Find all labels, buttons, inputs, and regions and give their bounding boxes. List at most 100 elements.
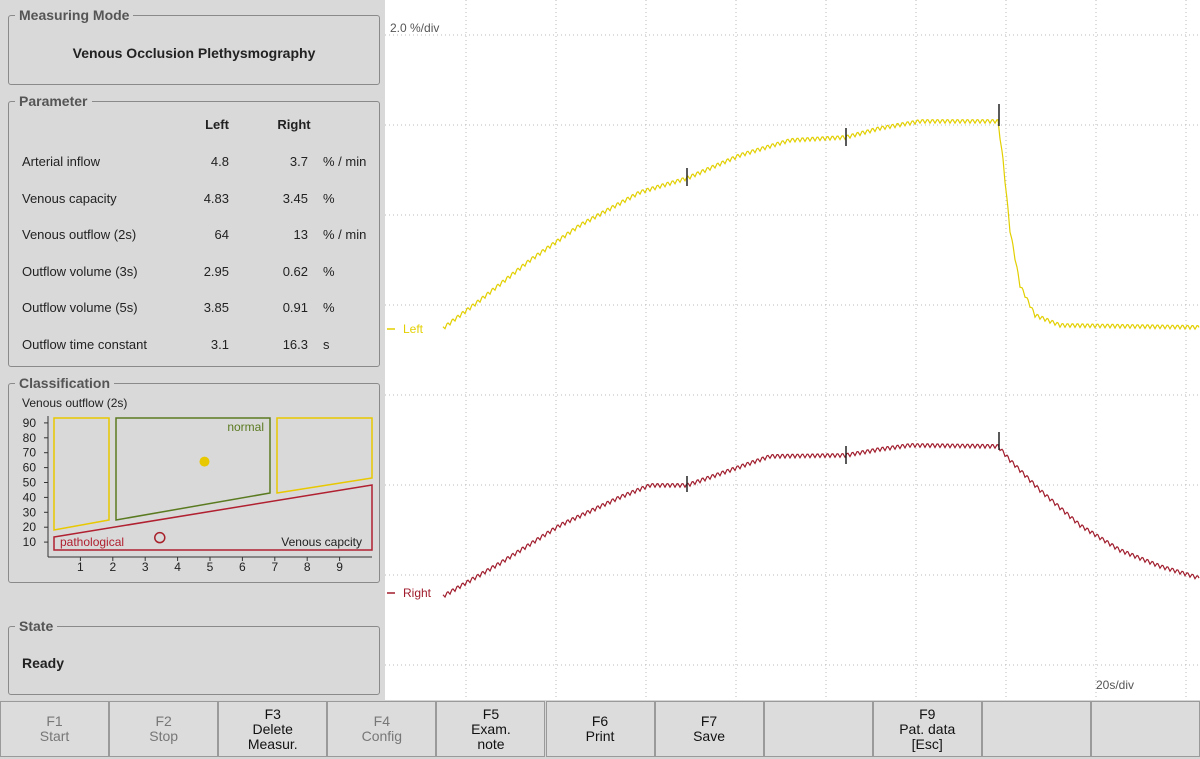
unit: % / min: [323, 154, 367, 169]
function-key[interactable]: F9 Pat. data [Esc]: [872, 701, 982, 757]
x-tick-label: 3: [142, 560, 149, 574]
unit: %: [323, 300, 335, 316]
function-key: [981, 701, 1091, 757]
right-value: 13: [293, 227, 308, 243]
left-value: 2.95: [203, 263, 229, 279]
key-label: Measur.: [247, 735, 298, 752]
right-value: 0.62: [282, 263, 308, 279]
key-label: Config: [361, 728, 403, 744]
row-label: Venous outflow (2s): [22, 227, 137, 243]
channel-label: Left: [403, 322, 424, 336]
x-tick-label: 4: [174, 560, 181, 574]
unit: s: [323, 337, 330, 352]
right-value: 0.91: [282, 300, 308, 316]
x-scale: 20s/div: [1096, 678, 1134, 692]
row-label: Outflow volume (5s): [22, 300, 138, 316]
trace-chart: 2.0 %/div 20s/div Left Right: [385, 0, 1200, 700]
left-value: 3.1: [210, 337, 229, 352]
section-title: State: [15, 618, 58, 634]
parameter-box: Parameter Left Right Arterial inflow 4.8 3.7…: [8, 93, 380, 367]
key-code: F1: [46, 713, 63, 729]
unit: %: [323, 263, 335, 279]
function-key[interactable]: F3 Delete Measur.: [218, 701, 328, 757]
function-key: [1090, 701, 1200, 757]
key-code: F6: [591, 713, 609, 729]
region: [53, 417, 110, 531]
unit: % / min: [323, 227, 367, 243]
measuring-mode-box: Measuring Mode Venous Occlusion Plethysm…: [8, 7, 380, 85]
right-value: 3.7: [289, 154, 308, 169]
trace: [442, 443, 1200, 599]
classification-plot: Venous outflow (2s) normal pathological …: [22, 396, 373, 574]
column-header: Right: [277, 117, 311, 132]
x-tick-label: 1: [77, 560, 84, 574]
key-label: Pat. data: [899, 720, 956, 737]
key-label: Stop: [149, 728, 179, 744]
y-tick-label: 60: [23, 461, 37, 475]
x-tick-label: 7: [271, 560, 278, 574]
key-code: F5: [482, 705, 500, 722]
classification-box: Classification: [8, 375, 380, 583]
left-value: 64: [214, 227, 229, 243]
function-key: F1 Start: [0, 701, 110, 757]
row-label: Arterial inflow: [22, 154, 101, 169]
trace: [442, 119, 1200, 331]
key-code: F3: [264, 705, 281, 722]
mode-value: Venous Occlusion Plethysmography: [72, 45, 316, 61]
key-label: Print: [585, 728, 615, 744]
key-code: F4: [373, 713, 391, 729]
right-point: [154, 531, 166, 544]
row-label: Venous capacity: [22, 190, 117, 206]
left-panel: Measuring Mode Venous Occlusion Plethysm…: [0, 0, 385, 700]
y-tick-label: 90: [23, 416, 37, 430]
x-tick-label: 2: [109, 560, 116, 574]
key-label: Save: [693, 728, 725, 744]
right-value: 16.3: [282, 337, 308, 352]
function-key: F4 Config: [327, 701, 437, 757]
key-code: F2: [155, 713, 172, 729]
row-label: Outflow volume (3s): [22, 263, 138, 279]
key-label: note: [477, 735, 505, 752]
key-label: Exam.: [471, 720, 511, 737]
unit: %: [323, 190, 335, 206]
x-tick-label: 6: [239, 560, 246, 574]
function-key[interactable]: F7 Save: [654, 701, 764, 757]
x-tick-label: 8: [304, 560, 311, 574]
column-header: Left: [205, 117, 229, 132]
y-tick-label: 20: [23, 520, 37, 534]
left-value: 4.83: [203, 190, 229, 206]
left-value: 3.85: [203, 300, 229, 316]
key-label: Delete: [252, 720, 293, 737]
x-tick-label: 5: [207, 560, 214, 574]
function-key: [763, 701, 873, 757]
channel-label: Right: [403, 586, 432, 600]
region-pathological: [53, 484, 373, 551]
region-normal: [115, 417, 271, 521]
function-key-bar: F1 Start F2 Stop F3 Delete Measur. F4 Config F5 Ex…: [0, 700, 1200, 759]
y-tick-label: 40: [23, 490, 37, 504]
y-axis-title: Venous outflow (2s): [22, 396, 127, 410]
region: [276, 417, 373, 494]
region-label: pathological: [60, 535, 124, 549]
function-key: F2 Stop: [109, 701, 219, 757]
section-title: Parameter: [15, 93, 92, 109]
row-label: Outflow time constant: [22, 337, 147, 352]
left-point: [199, 456, 210, 467]
key-label: Start: [39, 728, 70, 744]
y-tick-label: 50: [23, 476, 37, 490]
x-axis-title: Venous capcity: [281, 535, 362, 549]
key-code: F9: [919, 705, 936, 722]
state-value: Ready: [22, 655, 65, 671]
key-label: [Esc]: [911, 735, 943, 752]
y-scale: 2.0 %/div: [390, 21, 439, 35]
function-key[interactable]: F6 Print: [545, 701, 655, 757]
y-tick-label: 80: [23, 431, 37, 445]
y-tick-label: 10: [23, 535, 37, 549]
y-tick-label: 30: [23, 505, 37, 519]
section-title: Measuring Mode: [15, 7, 134, 23]
region-label: normal: [227, 420, 264, 434]
key-code: F7: [700, 713, 718, 729]
function-key[interactable]: F5 Exam. note: [436, 701, 546, 757]
y-tick-label: 70: [23, 446, 37, 460]
